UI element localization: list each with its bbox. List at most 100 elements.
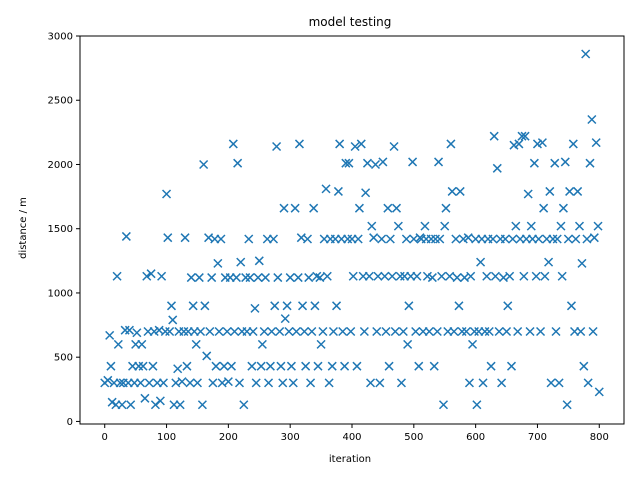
data-point: [309, 203, 319, 213]
data-point: [244, 234, 254, 244]
data-point: [389, 141, 399, 152]
data-point: [566, 301, 576, 311]
data-point: [571, 234, 581, 244]
data-point: [138, 361, 148, 371]
data-point: [486, 361, 496, 371]
data-point: [276, 361, 286, 371]
data-point: [424, 326, 434, 337]
data-point: [350, 141, 360, 152]
data-point: [306, 378, 316, 388]
data-point: [278, 378, 288, 388]
plot-area: 0 100 200 300 400 500 600 700 800 0 500 1000 1500 200…: [48, 32, 625, 443]
data-point: [140, 393, 150, 403]
data-point: [192, 378, 202, 388]
data-point: [502, 326, 512, 337]
data-point: [211, 361, 221, 371]
data-point: [341, 158, 351, 168]
data-point: [208, 378, 218, 388]
data-point: [316, 339, 326, 349]
data-point: [534, 234, 544, 244]
data-point: [404, 301, 414, 311]
data-point: [354, 203, 364, 213]
data-point: [440, 221, 450, 231]
x-axis-label: iteration: [329, 454, 371, 465]
data-point: [523, 189, 533, 199]
data-point: [461, 326, 471, 337]
data-point: [560, 157, 570, 167]
data-point: [245, 273, 255, 283]
data-point: [328, 326, 338, 337]
data-point: [205, 326, 215, 337]
data-point: [223, 377, 233, 387]
data-point: [581, 49, 591, 59]
data-point: [257, 339, 267, 349]
data-point: [517, 131, 527, 141]
x-tick-label: 200: [219, 432, 238, 443]
data-point: [250, 303, 260, 313]
data-point: [545, 186, 555, 196]
data-point: [247, 361, 257, 371]
data-point: [562, 400, 572, 410]
data-point: [383, 203, 393, 213]
data-point: [177, 377, 187, 387]
data-point: [372, 326, 382, 337]
data-point: [112, 271, 122, 281]
data-point: [589, 233, 599, 243]
data-point: [202, 351, 212, 361]
data-point: [260, 273, 270, 283]
data-point: [414, 361, 424, 371]
data-point: [279, 203, 289, 213]
data-point: [293, 273, 303, 283]
data-point: [268, 234, 279, 244]
data-point: [124, 325, 134, 335]
data-point: [105, 330, 115, 340]
data-point: [370, 159, 381, 170]
data-point: [513, 326, 523, 337]
data-point: [157, 271, 167, 281]
data-point: [344, 158, 354, 168]
x-tick-label: 600: [466, 432, 485, 443]
data-point: [489, 131, 499, 141]
data-point: [113, 339, 123, 349]
data-point: [219, 361, 229, 371]
data-point: [490, 271, 500, 281]
data-point: [544, 257, 554, 267]
data-point: [380, 271, 390, 281]
data-point: [434, 157, 444, 167]
data-point: [144, 378, 154, 388]
data-point: [126, 400, 136, 410]
data-point: [348, 271, 358, 281]
data-point: [432, 326, 442, 337]
data-point: [142, 271, 152, 281]
data-point: [557, 271, 567, 281]
data-point: [226, 361, 236, 371]
data-point: [574, 221, 585, 231]
data-point: [449, 326, 459, 337]
data-point: [393, 221, 403, 231]
data-point: [301, 361, 311, 371]
y-tick-label: 1500: [48, 224, 73, 235]
data-point: [185, 378, 195, 388]
data-point: [194, 273, 204, 283]
data-point: [441, 203, 451, 213]
data-point: [259, 326, 269, 337]
data-point: [466, 271, 476, 281]
data-point: [304, 273, 314, 283]
x-tick-label: 700: [528, 432, 547, 443]
data-point: [526, 221, 536, 231]
data-point: [529, 158, 539, 168]
data-point: [381, 326, 391, 337]
data-point: [231, 273, 241, 283]
data-point: [520, 131, 530, 141]
data-point: [302, 234, 313, 244]
data-point: [587, 114, 597, 125]
data-point: [290, 203, 300, 213]
data-point: [272, 141, 282, 152]
data-point: [437, 271, 447, 281]
data-point: [196, 326, 206, 337]
data-point: [356, 139, 366, 149]
data-point: [132, 328, 142, 338]
data-point: [506, 361, 517, 371]
x-tick-label: 800: [590, 432, 609, 443]
data-point: [155, 396, 165, 406]
